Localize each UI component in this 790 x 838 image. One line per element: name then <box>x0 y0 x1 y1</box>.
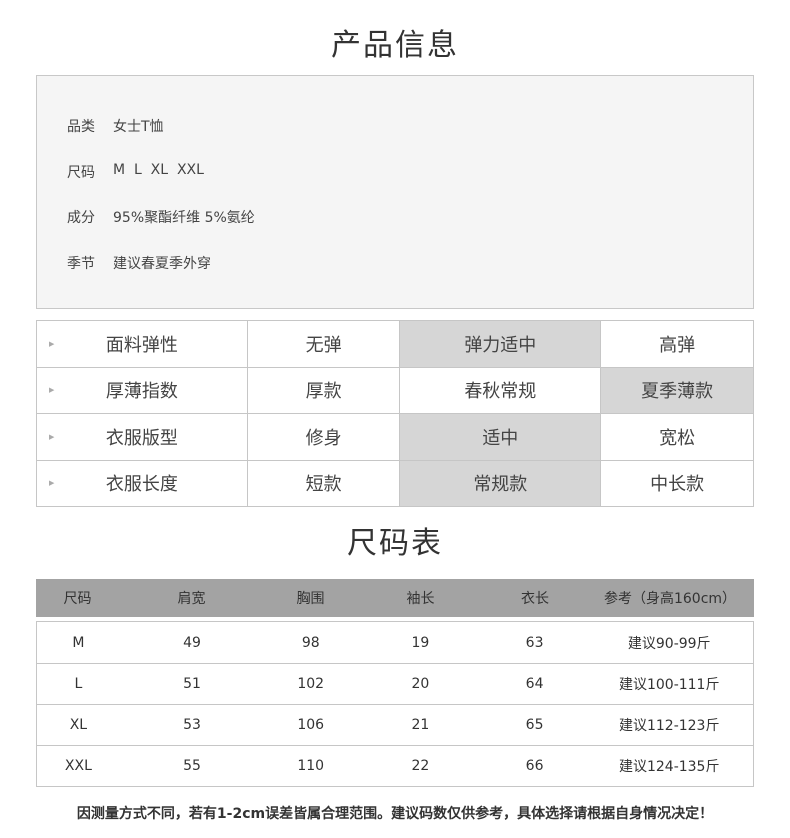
info-row-season: 季节 建议春夏季外穿 <box>67 253 211 273</box>
info-row-category: 品类 女士T恤 <box>67 116 164 136</box>
attribute-label: 厚薄指数 <box>105 381 178 403</box>
attribute-option: 中长款 <box>600 459 754 507</box>
size-chart-row: L 51 102 20 64 建议100-111斤 <box>37 663 753 704</box>
size-chart-cell: 22 <box>411 758 430 774</box>
size-chart-cell: 21 <box>411 717 430 733</box>
attribute-option-selected: 适中 <box>399 413 602 461</box>
attribute-label-cell: ▶ 厚薄指数 <box>36 366 248 414</box>
size-chart-cell: 106 <box>297 717 325 733</box>
info-value: 女士T恤 <box>113 119 164 135</box>
size-chart-row: XXL 55 110 22 66 建议124-135斤 <box>37 745 753 786</box>
size-chart-title: 尺码表 <box>347 526 443 561</box>
size-chart-cell: 20 <box>411 676 430 692</box>
size-chart-column-header: 尺码 <box>63 591 92 607</box>
size-chart-cell: 98 <box>301 634 320 651</box>
size-chart-cell: L <box>74 676 83 692</box>
size-chart-cell: 55 <box>183 758 201 774</box>
size-chart-cell: 102 <box>297 676 325 692</box>
size-chart-cell: 66 <box>525 758 544 774</box>
info-label: 尺码 <box>67 165 95 181</box>
attribute-row: ▶ 衣服版型 修身 适中 宽松 <box>36 413 754 461</box>
info-value: 建议春夏季外穿 <box>113 256 211 272</box>
size-chart-column-header: 肩宽 <box>177 591 206 607</box>
attribute-label-cell: ▶ 衣服长度 <box>36 459 248 507</box>
size-chart-cell: 64 <box>525 676 544 692</box>
attribute-row: ▶ 面料弹性 无弹 弹力适中 高弹 <box>36 320 754 368</box>
size-chart-cell: 建议124-135斤 <box>618 759 720 775</box>
triangle-right-icon: ▶ <box>49 339 55 348</box>
info-value: 95%聚酯纤维 5%氨纶 <box>113 210 255 226</box>
size-chart-cell: M <box>72 634 85 651</box>
size-chart-cell: 建议90-99斤 <box>627 635 711 652</box>
attribute-option-selected: 弹力适中 <box>399 320 602 368</box>
attribute-option: 高弹 <box>600 320 754 368</box>
size-chart-cell: XL <box>69 717 88 733</box>
triangle-right-icon: ▶ <box>49 479 55 488</box>
size-chart-cell: XXL <box>64 758 92 774</box>
attribute-option: 短款 <box>246 459 401 507</box>
attribute-option: 无弹 <box>246 320 401 368</box>
attribute-option: 厚款 <box>246 366 401 414</box>
attribute-table: ▶ 面料弹性 无弹 弹力适中 高弹 ▶ 厚薄指数 厚款 春秋常规 夏季薄款 ▶ 衣服版型 修身 适中 宽松 ▶… <box>36 320 754 507</box>
info-row-material: 成分 95%聚酯纤维 5%氨纶 <box>67 207 255 227</box>
attribute-option: 春秋常规 <box>399 366 602 414</box>
triangle-right-icon: ▶ <box>49 432 55 441</box>
size-chart-column-header: 衣长 <box>521 591 549 607</box>
size-chart-cell: 建议112-123斤 <box>618 718 720 734</box>
size-chart-cell: 63 <box>525 634 544 651</box>
size-chart-row: M 49 98 19 63 建议90-99斤 <box>37 622 753 663</box>
size-chart-cell: 51 <box>183 676 201 692</box>
info-label: 成分 <box>67 210 95 226</box>
size-chart-body: M 49 98 19 63 建议90-99斤 L 51 102 20 64 建议100-111斤 XL 5… <box>36 621 754 787</box>
size-chart-cell: 49 <box>183 634 201 651</box>
info-row-size: 尺码 M L XL XXL <box>67 162 204 182</box>
attribute-label-cell: ▶ 衣服版型 <box>36 413 248 461</box>
size-chart-cell: 建议100-111斤 <box>618 677 720 693</box>
size-chart-cell: 53 <box>183 717 201 733</box>
size-chart-cell: 65 <box>525 717 544 733</box>
info-value: M L XL XXL <box>113 162 204 178</box>
attribute-row: ▶ 厚薄指数 厚款 春秋常规 夏季薄款 <box>36 366 754 414</box>
product-info-box: 品类 女士T恤 尺码 M L XL XXL 成分 95%聚酯纤维 5%氨纶 季节 建议春… <box>36 75 754 309</box>
size-chart-column-header: 胸围 <box>296 591 325 607</box>
info-label: 品类 <box>67 119 95 135</box>
size-chart-cell: 19 <box>411 634 430 651</box>
size-chart-header: 尺码 肩宽 胸围 袖长 衣长 参考（身高160cm） <box>36 579 754 617</box>
attribute-option-selected: 常规款 <box>399 459 602 507</box>
product-info-title: 产品信息 <box>331 28 459 63</box>
attribute-label: 衣服长度 <box>105 474 178 496</box>
attribute-label: 面料弹性 <box>105 334 178 356</box>
attribute-option: 宽松 <box>600 413 754 461</box>
attribute-option: 修身 <box>246 413 401 461</box>
info-label: 季节 <box>67 256 95 272</box>
size-chart-column-header: 袖长 <box>406 591 435 607</box>
attribute-row: ▶ 衣服长度 短款 常规款 中长款 <box>36 459 754 507</box>
triangle-right-icon: ▶ <box>49 386 55 395</box>
attribute-label: 衣服版型 <box>105 427 178 449</box>
size-chart-cell: 110 <box>297 758 325 774</box>
size-chart-column-header: 参考（身高160cm） <box>603 591 737 607</box>
size-chart-row: XL 53 106 21 65 建议112-123斤 <box>37 704 753 745</box>
attribute-option-selected: 夏季薄款 <box>600 366 754 414</box>
measurement-note: 因测量方式不同，若有1-2cm误差皆属合理范围。建议码数仅供参考，具体选择请根据… <box>76 806 714 822</box>
attribute-label-cell: ▶ 面料弹性 <box>36 320 248 368</box>
